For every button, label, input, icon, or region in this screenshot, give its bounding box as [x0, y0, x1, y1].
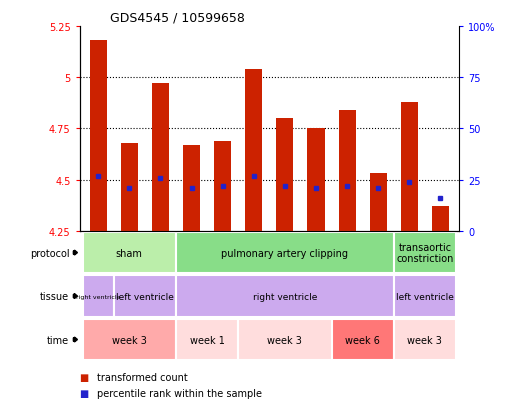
Bar	[307, 129, 325, 231]
Text: time: time	[47, 335, 69, 345]
Bar	[152, 84, 169, 231]
Bar	[183, 145, 200, 231]
Text: GDS4545 / 10599658: GDS4545 / 10599658	[110, 11, 245, 24]
Text: left ventricle: left ventricle	[116, 292, 174, 301]
Bar	[176, 275, 394, 317]
Bar	[90, 41, 107, 231]
Bar	[370, 174, 387, 231]
Text: week 3: week 3	[267, 335, 302, 345]
Bar	[121, 143, 138, 231]
Text: right ventricle: right ventricle	[76, 294, 121, 299]
Text: right ventricle: right ventricle	[253, 292, 317, 301]
Bar	[394, 275, 456, 317]
Bar	[214, 141, 231, 231]
Text: left ventricle: left ventricle	[396, 292, 454, 301]
Bar	[331, 319, 394, 361]
Bar	[245, 70, 262, 231]
Bar	[83, 319, 176, 361]
Bar	[277, 119, 293, 231]
Bar	[114, 275, 176, 317]
Text: transaortic
constriction: transaortic constriction	[396, 242, 453, 264]
Text: sham: sham	[116, 248, 143, 258]
Bar	[401, 102, 418, 231]
Bar	[339, 111, 356, 231]
Bar	[83, 275, 114, 317]
Bar	[176, 232, 394, 274]
Text: week 6: week 6	[345, 335, 380, 345]
Text: protocol: protocol	[30, 248, 69, 258]
Bar	[432, 207, 449, 231]
Text: week 3: week 3	[112, 335, 147, 345]
Text: percentile rank within the sample: percentile rank within the sample	[97, 388, 263, 398]
Text: ■: ■	[80, 388, 89, 398]
Text: pulmonary artery clipping: pulmonary artery clipping	[222, 248, 348, 258]
Bar	[238, 319, 331, 361]
Text: transformed count: transformed count	[97, 372, 188, 382]
Text: tissue: tissue	[40, 291, 69, 301]
Text: ■: ■	[80, 372, 89, 382]
Bar	[176, 319, 238, 361]
Text: week 1: week 1	[190, 335, 225, 345]
Bar	[83, 232, 176, 274]
Text: week 3: week 3	[407, 335, 442, 345]
Bar	[394, 232, 456, 274]
Bar	[394, 319, 456, 361]
